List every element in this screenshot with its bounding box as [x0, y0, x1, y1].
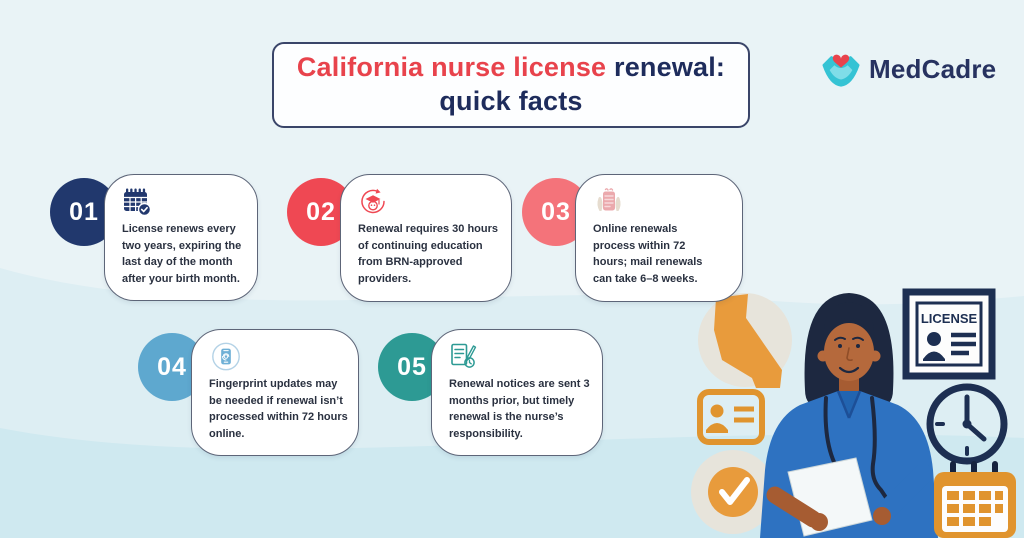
title-highlight: California nurse license	[296, 52, 607, 83]
fact-text: License renews every two years, expiring…	[122, 223, 242, 286]
fact-card-2: Renewal requires 30 hours of continuing …	[340, 174, 512, 302]
fact-card-4: Fingerprint updates may be needed if ren…	[191, 329, 359, 456]
clock-icon	[926, 383, 1008, 465]
calendar-icon	[934, 461, 1016, 538]
fingerprint-phone-icon	[212, 342, 240, 371]
title-box: California nurse license renewal: quick …	[272, 42, 750, 128]
fact-text: Renewal requires 30 hours of continuing …	[358, 223, 498, 286]
nurse-illustration: LICENSE	[691, 288, 1016, 538]
id-card-icon	[697, 389, 765, 445]
fact-card-3: Online renewals process within 72 hours;…	[575, 174, 743, 302]
logo-wordmark: MedCadre	[869, 53, 997, 84]
renewal-notice-icon	[451, 343, 477, 368]
fact-card-1: License renews every two years, expiring…	[104, 174, 258, 301]
fact-text: Online renewals process within 72 hours;…	[593, 223, 703, 286]
license-label: LICENSE	[921, 311, 978, 326]
fact-text: Fingerprint updates may be needed if ren…	[209, 378, 348, 441]
continuing-education-icon	[361, 188, 385, 214]
fact-text: Renewal notices are sent 3 months prior,…	[449, 378, 590, 441]
page-title-line1: California nurse license renewal:	[297, 51, 725, 85]
medcadre-logo: MedCadre	[820, 50, 996, 88]
checkmark-badge-icon	[691, 450, 775, 534]
nurse-figure	[760, 293, 938, 538]
title-rest: renewal:	[606, 52, 726, 83]
page-title-line2: quick facts	[439, 86, 583, 116]
online-renewal-icon	[597, 188, 621, 211]
fact-card-5: Renewal notices are sent 3 months prior,…	[431, 329, 603, 456]
medcadre-logo-icon	[822, 54, 860, 87]
california-map-icon	[698, 293, 792, 388]
calendar-check-icon	[124, 188, 152, 216]
license-card-icon: LICENSE	[902, 288, 996, 380]
